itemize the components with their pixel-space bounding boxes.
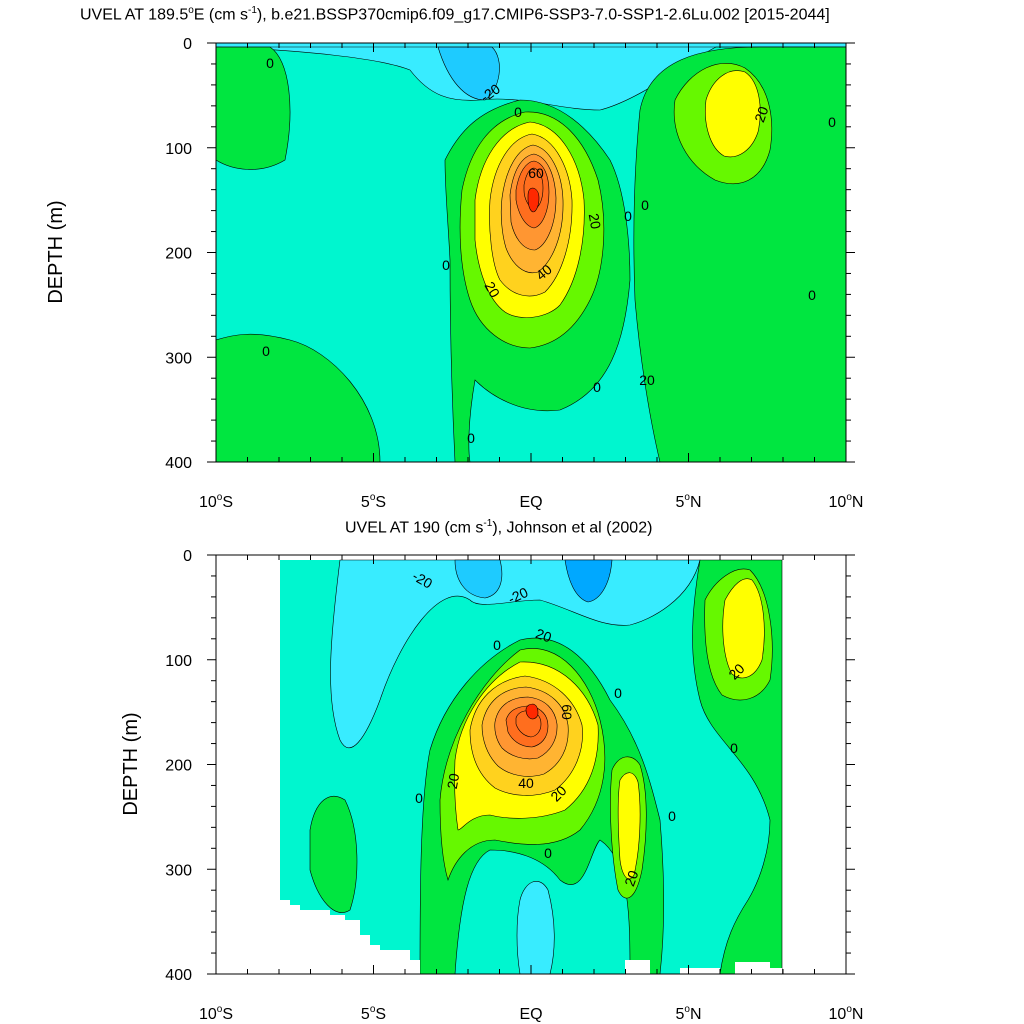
svg-text:0: 0 — [544, 845, 552, 861]
contour-region-b-mid2 — [617, 772, 641, 880]
y-tick-label: 200 — [165, 246, 192, 263]
y-tick-label: 100 — [165, 653, 192, 670]
contour-region-b-surf3 — [564, 559, 613, 603]
bottom-panel-title: UVEL AT 190 (cm s-1), Johnson et al (200… — [345, 518, 653, 537]
svg-text:0: 0 — [668, 808, 676, 824]
svg-text:-20: -20 — [505, 584, 530, 607]
x-tick-label: 10oS — [199, 492, 233, 511]
contour-region-b-surf — [330, 559, 701, 749]
svg-text:20: 20 — [534, 625, 554, 645]
svg-text:0: 0 — [467, 430, 475, 446]
contour-region-t-ll — [216, 333, 381, 462]
y-tick-label: 0 — [183, 36, 192, 53]
y-tick-label: 400 — [165, 967, 192, 984]
contour-region-b-mask — [280, 900, 420, 974]
x-tick-label: EQ — [519, 494, 542, 511]
svg-text:0: 0 — [828, 114, 836, 130]
contour-region-t-eq80 — [527, 187, 540, 213]
svg-text:60: 60 — [528, 165, 544, 181]
svg-text:20: 20 — [751, 104, 771, 124]
x-tick-label: 5oN — [675, 492, 701, 511]
x-tick-label: 10oN — [829, 1004, 864, 1023]
svg-text:0: 0 — [730, 740, 738, 756]
contour-region-t-ul — [216, 46, 291, 170]
x-tick-label: 10oN — [829, 492, 864, 511]
x-tick-label: 5oS — [361, 492, 386, 511]
contour-region-b-mask3 — [680, 968, 720, 974]
svg-text:60: 60 — [559, 704, 575, 720]
contour-region-b-sw — [516, 881, 555, 974]
top-y-axis-label: DEPTH (m) — [45, 200, 67, 303]
svg-text:20: 20 — [482, 279, 504, 301]
svg-text:0: 0 — [415, 790, 423, 806]
contour-region-t-ne30 — [705, 70, 761, 158]
y-tick-label: 300 — [165, 862, 192, 879]
y-tick-label: 100 — [165, 141, 192, 158]
top-panel-title: UVEL AT 189.5oE (cm s-1), b.e21.BSSP370c… — [80, 5, 830, 24]
x-tick-label: 5oN — [675, 1004, 701, 1023]
svg-text:20: 20 — [586, 212, 604, 230]
contour-region-b-eq80 — [525, 703, 539, 720]
y-tick-label: 0 — [183, 548, 192, 565]
top-contour-labels: 0 -20 0 60 20 0 0 0 20 40 20 0 0 0 0 20 … — [262, 55, 836, 446]
svg-text:20: 20 — [621, 868, 641, 888]
svg-text:0: 0 — [266, 55, 274, 71]
contour-region-b-surf2 — [454, 559, 503, 599]
y-tick-label: 200 — [165, 758, 192, 775]
bottom-y-axis-label: DEPTH (m) — [120, 712, 142, 815]
svg-text:0: 0 — [442, 257, 450, 273]
bottom-contour-field — [280, 559, 783, 974]
svg-text:20: 20 — [444, 772, 462, 790]
svg-text:0: 0 — [641, 197, 649, 213]
x-tick-label: EQ — [519, 1006, 542, 1023]
y-tick-label: 300 — [165, 350, 192, 367]
contour-region-b-w1 — [309, 795, 358, 913]
svg-text:0: 0 — [262, 343, 270, 359]
svg-text:0: 0 — [493, 637, 501, 653]
y-tick-label: 400 — [165, 455, 192, 472]
contour-region-t-surf2 — [437, 46, 500, 101]
svg-text:0: 0 — [624, 208, 632, 224]
x-tick-label: 10oS — [199, 1004, 233, 1023]
contour-region-b-ne30 — [722, 578, 765, 679]
svg-text:0: 0 — [614, 685, 622, 701]
svg-text:0: 0 — [593, 379, 601, 395]
x-tick-label: 5oS — [361, 1004, 386, 1023]
svg-text:20: 20 — [639, 372, 655, 388]
contour-region-b-mask4 — [735, 962, 782, 974]
top-contour-field — [216, 43, 846, 462]
contour-region-b-mask2 — [625, 960, 650, 974]
svg-text:0: 0 — [514, 104, 522, 120]
svg-text:40: 40 — [518, 775, 534, 791]
svg-text:0: 0 — [808, 287, 816, 303]
